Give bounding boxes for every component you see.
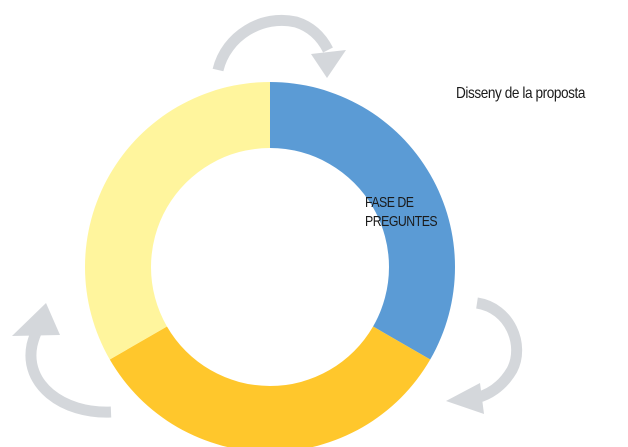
donut-ring: [85, 82, 455, 447]
phase-label-line-1: FASE DE: [365, 194, 414, 211]
donut-segment-gold: [109, 326, 431, 447]
cycle-arrow-right: [446, 297, 523, 414]
cycle-arrow-left: [12, 303, 112, 418]
cycle-arrow-top: [212, 15, 346, 78]
proposal-design-label: Disseny de la proposta: [456, 85, 586, 102]
donut-segment-pale-yellow: [85, 82, 270, 360]
phase-label: FASE DE PREGUNTES: [365, 193, 438, 231]
phase-label-line-2: PREGUNTES: [365, 213, 438, 230]
donut-segment-blue: [270, 82, 455, 360]
